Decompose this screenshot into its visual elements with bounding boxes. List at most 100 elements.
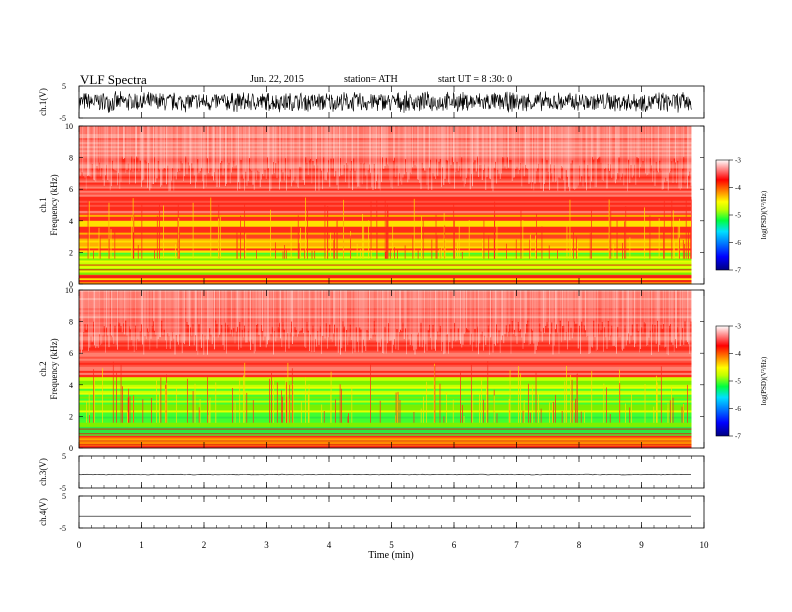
spectrogram-band-row bbox=[79, 176, 692, 179]
ch2-spectrogram-image bbox=[78, 290, 692, 449]
xtick-label: 4 bbox=[327, 540, 332, 550]
date-label: Jun. 22, 2015 bbox=[250, 74, 304, 85]
spectrogram-band-row bbox=[79, 435, 692, 438]
time-axis-label: Time (min) bbox=[368, 550, 413, 561]
spectrogram-band-row bbox=[79, 190, 692, 193]
spectrogram-band-row bbox=[79, 372, 692, 376]
xtick-label: 9 bbox=[639, 540, 644, 550]
ch1-colorbar-label: log(PSD)(V²/Hz) bbox=[760, 190, 768, 239]
spectrogram-band-row bbox=[79, 441, 692, 445]
xtick-label: 8 bbox=[577, 540, 582, 550]
spectrogram-band-row bbox=[79, 192, 692, 196]
colorbar-tick-label: -3 bbox=[735, 323, 741, 331]
ch1-colorbar: -3 -4 -5 -6 -7 log(PSD)(V²/Hz) bbox=[715, 157, 768, 275]
ch2-spectrogram-yticks: 0 2 4 6 8 10 bbox=[65, 286, 704, 453]
spectrogram-band-row bbox=[79, 350, 692, 353]
spectrogram-band-row bbox=[79, 418, 692, 421]
spectrogram-band-row bbox=[79, 406, 692, 409]
spectrogram-band-row bbox=[79, 376, 692, 380]
spectrogram-band-row bbox=[79, 400, 692, 403]
colorbar-tick-label: -4 bbox=[735, 184, 741, 192]
spectrogram-band-row bbox=[79, 374, 692, 378]
ch1-colorbar-ticks: -3 -4 -5 -6 -7 bbox=[729, 157, 741, 275]
ch2-colorbar-ticks: -3 -4 -5 -6 -7 bbox=[729, 323, 741, 441]
spectrogram-band-row bbox=[79, 196, 692, 200]
ytick-label: 8 bbox=[69, 318, 73, 327]
colorbar-tick-label: -4 bbox=[735, 350, 741, 358]
spectrogram-band-row bbox=[79, 170, 692, 173]
ch2-colorbar-scale bbox=[715, 325, 730, 437]
ch1-waveform-panel: 5 -5 ch.1(V) bbox=[38, 82, 705, 123]
spectrogram-band-row bbox=[79, 392, 692, 395]
spectrogram-band-row bbox=[79, 412, 692, 415]
spectrogram-band-row bbox=[79, 184, 692, 187]
spectrogram-band-row bbox=[79, 368, 692, 372]
xtick-label: 5 bbox=[389, 540, 394, 550]
spectrogram-band-row bbox=[79, 370, 692, 374]
spectrogram-band-row bbox=[79, 282, 692, 285]
spectrogram-band-row bbox=[79, 429, 692, 432]
spectrogram-band-row bbox=[79, 396, 692, 399]
spectrogram-band-row bbox=[79, 262, 692, 265]
spectrogram-band-row bbox=[79, 342, 692, 345]
spectrogram-band-row bbox=[79, 384, 692, 388]
xtick-label: 3 bbox=[264, 540, 269, 550]
spectrogram-band-row bbox=[79, 328, 692, 331]
spectrogram-band-row bbox=[79, 260, 692, 263]
spectrogram-band-row bbox=[79, 278, 692, 281]
ytick-label: 6 bbox=[69, 185, 73, 194]
ytick-label: 6 bbox=[69, 349, 73, 358]
ytick-label: 4 bbox=[69, 381, 73, 390]
ytick-label: 10 bbox=[65, 286, 73, 295]
spectrogram-band-row bbox=[79, 354, 692, 357]
ytick-label: 2 bbox=[69, 412, 73, 421]
ytick-label: -5 bbox=[59, 114, 66, 123]
colorbar-tick-label: -6 bbox=[735, 239, 741, 247]
xtick-label: 1 bbox=[139, 540, 144, 550]
spectrogram-band-row bbox=[79, 378, 692, 382]
ytick-label: 5 bbox=[62, 452, 66, 461]
spectrogram-band-row bbox=[79, 348, 692, 351]
xtick-label: 2 bbox=[202, 540, 207, 550]
spectrogram-band-row bbox=[79, 336, 692, 339]
spectrogram-band-row bbox=[79, 433, 692, 436]
spectrogram-band-row bbox=[79, 388, 692, 392]
spectrogram-band-row bbox=[79, 364, 692, 368]
ch3-waveform-ylabel: ch.3(V) bbox=[38, 458, 48, 486]
spectrogram-band-row bbox=[79, 172, 692, 175]
ch1-spectrogram-panel: 0 2 4 6 8 10 ch.1 Frequency (kHz) bbox=[38, 122, 705, 289]
ch3-waveform-yticks: 5 -5 bbox=[59, 452, 83, 493]
xtick-label: 7 bbox=[514, 540, 519, 550]
ytick-label: 4 bbox=[69, 217, 73, 226]
spectrogram-band-row bbox=[79, 358, 692, 362]
spectrogram-band-row bbox=[79, 445, 692, 449]
spectrogram-band-row bbox=[79, 414, 692, 417]
spectrogram-band-row bbox=[79, 420, 692, 424]
plot-title: VLF Spectra bbox=[80, 72, 147, 87]
ytick-label: 5 bbox=[62, 82, 66, 91]
spectrogram-band-row bbox=[79, 180, 692, 183]
colorbar-tick-label: -5 bbox=[735, 212, 741, 220]
spectrogram-band-row bbox=[79, 194, 692, 198]
spectrogram-band-row bbox=[79, 386, 692, 390]
ch1-waveform-ylabel: ch.1(V) bbox=[38, 88, 48, 116]
ch2-spectrogram-ylabel-line2: Frequency (kHz) bbox=[49, 338, 59, 399]
ytick-label: 10 bbox=[65, 122, 73, 131]
colorbar-tick-label: -7 bbox=[735, 433, 741, 441]
ch2-spectrogram-ylabel-line1: ch.2 bbox=[38, 361, 48, 376]
spectrogram-band-row bbox=[79, 334, 692, 337]
spectrogram-band-row bbox=[79, 340, 692, 343]
ch4-waveform-yticks: 5 -5 bbox=[59, 492, 83, 533]
ch3-waveform-line bbox=[78, 473, 692, 476]
colorbar-tick-label: -7 bbox=[735, 267, 741, 275]
ytick-label: 0 bbox=[69, 280, 73, 289]
spectrogram-band-row bbox=[79, 352, 692, 355]
spectrogram-band-row bbox=[79, 426, 692, 430]
spectrogram-band-row bbox=[79, 188, 692, 191]
xtick-label: 6 bbox=[452, 540, 457, 550]
xtick-label: 0 bbox=[77, 540, 82, 550]
ytick-label: 5 bbox=[62, 492, 66, 501]
spectrogram-band-row bbox=[79, 178, 692, 181]
spectrogram-band-row bbox=[79, 431, 692, 434]
